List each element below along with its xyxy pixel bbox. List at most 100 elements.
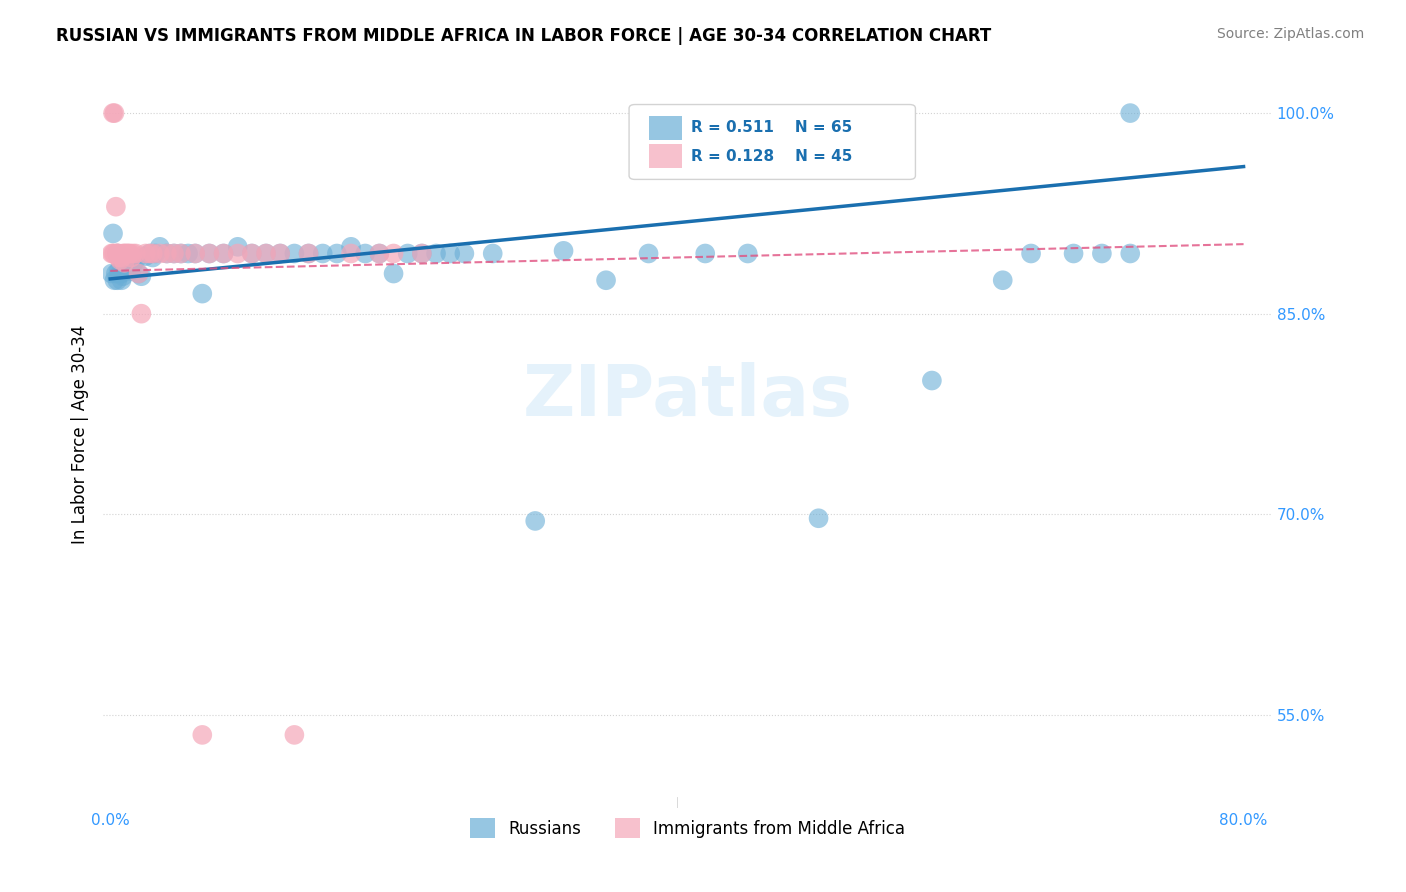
Immigrants from Middle Africa bbox=[184, 246, 207, 260]
Immigrants from Middle Africa bbox=[105, 246, 128, 260]
Immigrants from Middle Africa bbox=[100, 246, 122, 260]
Russians bbox=[297, 246, 319, 260]
Russians bbox=[170, 246, 193, 260]
Legend: Russians, Immigrants from Middle Africa: Russians, Immigrants from Middle Africa bbox=[464, 812, 911, 845]
Text: RUSSIAN VS IMMIGRANTS FROM MIDDLE AFRICA IN LABOR FORCE | AGE 30-34 CORRELATION : RUSSIAN VS IMMIGRANTS FROM MIDDLE AFRICA… bbox=[56, 27, 991, 45]
Immigrants from Middle Africa bbox=[103, 246, 125, 260]
Russians bbox=[1119, 246, 1142, 260]
Russians bbox=[122, 257, 145, 271]
Russians bbox=[524, 514, 547, 528]
Russians bbox=[121, 264, 143, 278]
Immigrants from Middle Africa bbox=[297, 246, 319, 260]
Russians bbox=[411, 246, 433, 260]
Russians bbox=[145, 246, 167, 260]
Russians bbox=[125, 253, 148, 268]
Immigrants from Middle Africa bbox=[191, 728, 214, 742]
Immigrants from Middle Africa bbox=[128, 267, 150, 281]
Russians bbox=[110, 267, 132, 281]
Russians bbox=[131, 269, 153, 284]
Immigrants from Middle Africa bbox=[110, 251, 132, 265]
Text: ZIPatlas: ZIPatlas bbox=[523, 362, 852, 431]
Russians bbox=[368, 246, 391, 260]
Russians bbox=[101, 227, 124, 241]
Russians bbox=[135, 249, 157, 263]
Russians bbox=[115, 260, 138, 274]
Immigrants from Middle Africa bbox=[105, 246, 128, 260]
Immigrants from Middle Africa bbox=[117, 246, 139, 260]
Immigrants from Middle Africa bbox=[269, 246, 291, 260]
Immigrants from Middle Africa bbox=[382, 246, 405, 260]
Russians bbox=[1063, 246, 1085, 260]
Immigrants from Middle Africa bbox=[240, 246, 263, 260]
Text: Source: ZipAtlas.com: Source: ZipAtlas.com bbox=[1216, 27, 1364, 41]
Immigrants from Middle Africa bbox=[283, 728, 305, 742]
Russians bbox=[425, 246, 447, 260]
Bar bbox=[650, 116, 682, 140]
Immigrants from Middle Africa bbox=[142, 246, 165, 260]
Russians bbox=[184, 246, 207, 260]
Immigrants from Middle Africa bbox=[149, 246, 172, 260]
Y-axis label: In Labor Force | Age 30-34: In Labor Force | Age 30-34 bbox=[72, 325, 89, 543]
Russians bbox=[382, 267, 405, 281]
Bar bbox=[650, 145, 682, 169]
Russians bbox=[340, 240, 363, 254]
Immigrants from Middle Africa bbox=[212, 246, 235, 260]
Immigrants from Middle Africa bbox=[107, 251, 129, 265]
Russians bbox=[269, 246, 291, 260]
Russians bbox=[105, 246, 128, 260]
Immigrants from Middle Africa bbox=[156, 246, 179, 260]
Immigrants from Middle Africa bbox=[131, 307, 153, 321]
Russians bbox=[163, 246, 186, 260]
Russians bbox=[112, 251, 135, 265]
Immigrants from Middle Africa bbox=[115, 246, 138, 260]
Russians bbox=[139, 246, 162, 260]
Russians bbox=[142, 251, 165, 265]
Russians bbox=[100, 267, 122, 281]
Russians bbox=[453, 246, 475, 260]
Russians bbox=[104, 267, 127, 281]
Russians bbox=[595, 273, 617, 287]
Russians bbox=[128, 267, 150, 281]
Russians bbox=[108, 267, 131, 281]
Russians bbox=[396, 246, 419, 260]
Russians bbox=[177, 246, 200, 260]
Russians bbox=[105, 273, 128, 287]
Russians bbox=[481, 246, 503, 260]
Russians bbox=[326, 246, 349, 260]
Immigrants from Middle Africa bbox=[121, 251, 143, 265]
Russians bbox=[1091, 246, 1114, 260]
Russians bbox=[807, 511, 830, 525]
Immigrants from Middle Africa bbox=[118, 246, 141, 260]
Russians bbox=[1019, 246, 1042, 260]
Russians bbox=[354, 246, 377, 260]
Immigrants from Middle Africa bbox=[112, 256, 135, 270]
Immigrants from Middle Africa bbox=[125, 246, 148, 260]
Russians bbox=[991, 273, 1014, 287]
Immigrants from Middle Africa bbox=[107, 246, 129, 260]
Russians bbox=[695, 246, 717, 260]
Immigrants from Middle Africa bbox=[101, 106, 124, 120]
Immigrants from Middle Africa bbox=[226, 246, 249, 260]
Russians bbox=[921, 374, 943, 388]
Immigrants from Middle Africa bbox=[368, 246, 391, 260]
Russians bbox=[103, 273, 125, 287]
Russians bbox=[553, 244, 575, 258]
Immigrants from Middle Africa bbox=[254, 246, 277, 260]
Text: R = 0.128    N = 45: R = 0.128 N = 45 bbox=[690, 149, 852, 164]
Russians bbox=[198, 246, 221, 260]
Immigrants from Middle Africa bbox=[163, 246, 186, 260]
Immigrants from Middle Africa bbox=[340, 246, 363, 260]
Russians bbox=[149, 240, 172, 254]
Immigrants from Middle Africa bbox=[101, 246, 124, 260]
FancyBboxPatch shape bbox=[628, 104, 915, 179]
Immigrants from Middle Africa bbox=[111, 246, 134, 260]
Russians bbox=[107, 264, 129, 278]
Immigrants from Middle Africa bbox=[103, 106, 125, 120]
Immigrants from Middle Africa bbox=[114, 246, 136, 260]
Immigrants from Middle Africa bbox=[104, 200, 127, 214]
Russians bbox=[312, 246, 335, 260]
Immigrants from Middle Africa bbox=[139, 246, 162, 260]
Immigrants from Middle Africa bbox=[112, 246, 135, 260]
Russians bbox=[191, 286, 214, 301]
Text: R = 0.511    N = 65: R = 0.511 N = 65 bbox=[690, 120, 852, 136]
